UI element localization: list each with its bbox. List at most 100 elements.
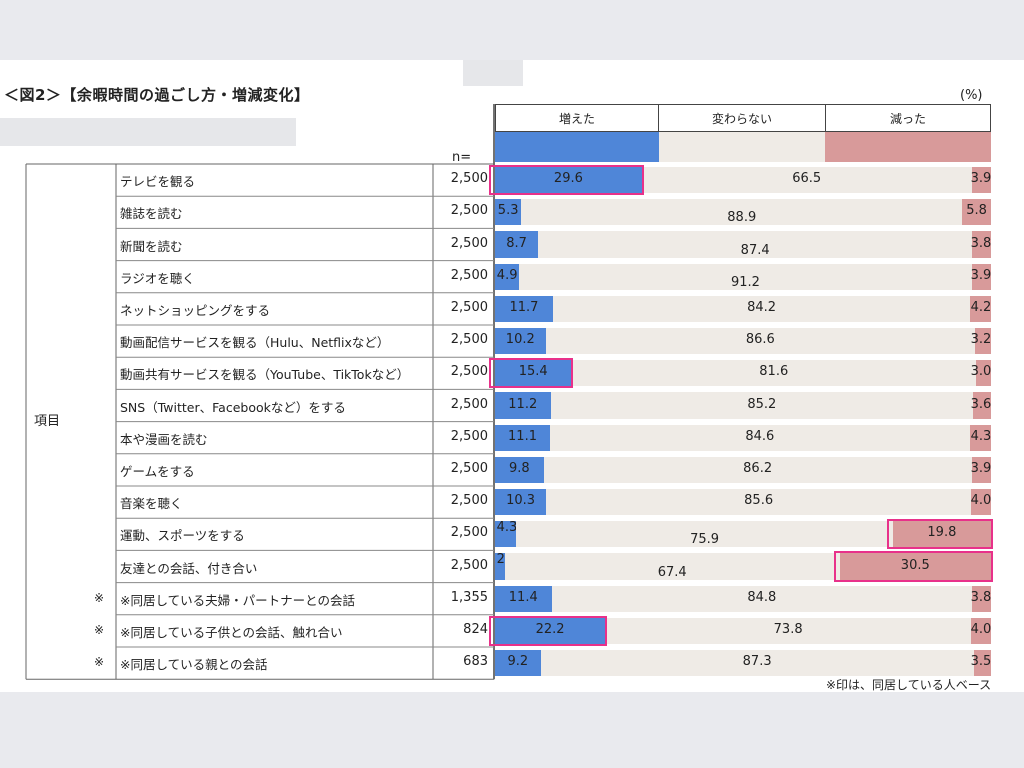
data-label: 19.8 (927, 525, 957, 541)
bar-segment (971, 489, 991, 516)
n-header: n= (452, 150, 472, 165)
data-label: 4.3 (496, 520, 518, 536)
row-label: 本や漫画を読む (120, 431, 208, 447)
data-label: 11.2 (508, 396, 538, 412)
bar-segment (519, 263, 972, 290)
bar-segment (495, 167, 642, 194)
bar-segment (495, 263, 520, 290)
figure-panel: ＜図2＞【余暇時間の過ごし方・増減変化】 (%) n= 増えた 変わらない 減っ… (0, 60, 1024, 692)
data-label: 11.7 (509, 299, 539, 315)
row-label: 雑誌を読む (120, 206, 183, 222)
data-label: 11.4 (508, 589, 538, 605)
row-n: 2,500 (450, 493, 488, 509)
bar-segment (641, 167, 972, 194)
chart-title: ＜図2＞【余暇時間の過ごし方・増減変化】 (4, 86, 310, 104)
row-mark: ※ (94, 590, 105, 605)
row-axis-label: 項目 (34, 414, 61, 429)
data-label: 86.6 (745, 332, 775, 348)
row-label: SNS（Twitter、Facebookなど）をする (120, 399, 346, 415)
data-label: 3.0 (970, 364, 992, 380)
bar-segment (495, 295, 553, 322)
bar-segment (971, 617, 991, 644)
row-label: 動画共有サービスを観る（YouTube、TikTokなど） (120, 367, 410, 383)
data-label: 4.3 (970, 428, 992, 444)
data-label: 3.9 (970, 267, 992, 283)
bar-segment (971, 263, 991, 290)
data-label: 87.4 (740, 242, 770, 258)
legend-swatch-increased (495, 132, 659, 162)
row-n: 2,500 (450, 428, 488, 444)
data-label: 8.7 (506, 235, 527, 251)
row-label: 音楽を聴く (120, 496, 183, 512)
row-label: 新聞を読む (120, 238, 183, 254)
data-label: 3.9 (970, 171, 992, 187)
row-label: テレビを観る (120, 174, 196, 190)
data-label: 75.9 (690, 532, 720, 548)
row-label: ※同居している親との会話 (120, 657, 268, 673)
data-label: 4.0 (970, 493, 992, 509)
bar-segment (546, 489, 972, 516)
row-label: ネットショッピングをする (120, 302, 271, 318)
bar-segment (552, 295, 971, 322)
data-label: 84.6 (745, 428, 775, 444)
data-label: 73.8 (773, 621, 803, 637)
row-mark: ※ (94, 655, 105, 670)
row-n: 2,500 (450, 332, 488, 348)
row-label: ゲームをする (120, 463, 195, 479)
bar-segment (495, 328, 546, 355)
bar-segment (962, 199, 991, 226)
row-n: 824 (463, 621, 488, 637)
row-mark: ※ (94, 622, 105, 637)
data-label: 3.9 (970, 460, 992, 476)
bar-segment (495, 553, 505, 580)
data-label: 84.2 (747, 299, 777, 315)
data-label: 29.6 (553, 171, 583, 187)
row-n: 1,355 (450, 589, 488, 605)
data-label: 3.6 (970, 396, 992, 412)
redaction-block (463, 60, 523, 86)
bar-segment (495, 521, 517, 548)
bar-segment (973, 650, 991, 677)
redaction-block (0, 118, 296, 146)
bar-segment (495, 231, 539, 258)
bar-segment (521, 199, 963, 226)
row-n: 2,500 (450, 235, 488, 251)
footnote: ※印は、同居している人ベース (826, 678, 992, 692)
bar-segment (545, 328, 976, 355)
row-label: ラジオを聴く (120, 270, 195, 286)
data-label: 3.2 (970, 332, 992, 348)
bar-segment (971, 456, 991, 483)
bar-segment (551, 585, 973, 612)
data-label: 91.2 (730, 274, 760, 290)
unit-label: (%) (960, 88, 983, 103)
data-label: 5.8 (966, 203, 987, 219)
bar-segment (540, 650, 974, 677)
data-label: 3.8 (970, 235, 992, 251)
row-label: 友達との会話、付き合い (120, 560, 258, 576)
data-label: 30.5 (900, 557, 930, 573)
bar-segment (892, 521, 991, 548)
bar-segment (495, 456, 544, 483)
bar-segment (516, 521, 893, 548)
data-label: 87.3 (742, 654, 772, 670)
legend-header-increased: 増えた (495, 104, 659, 132)
row-n: 2,500 (450, 460, 488, 476)
data-label: 15.4 (518, 364, 548, 380)
legend-swatch-unchanged (659, 132, 825, 162)
bar-segment (970, 295, 991, 322)
bar-segment (495, 424, 551, 451)
legend-swatch-decreased (825, 132, 991, 162)
data-label: 85.6 (744, 493, 774, 509)
bar-segment (972, 231, 991, 258)
bar-segment (975, 328, 991, 355)
row-n: 2,500 (450, 203, 488, 219)
row-n: 2,500 (450, 267, 488, 283)
data-label: 86.2 (743, 460, 773, 476)
row-label: ※同居している子供との会話、触れ合い (120, 624, 343, 640)
data-label: 5.3 (497, 203, 519, 219)
legend-header-decreased: 減った (825, 104, 991, 132)
bar-segment (543, 456, 972, 483)
data-label: 81.6 (759, 364, 789, 380)
data-label: 10.2 (505, 332, 535, 348)
bar-segment (969, 424, 991, 451)
